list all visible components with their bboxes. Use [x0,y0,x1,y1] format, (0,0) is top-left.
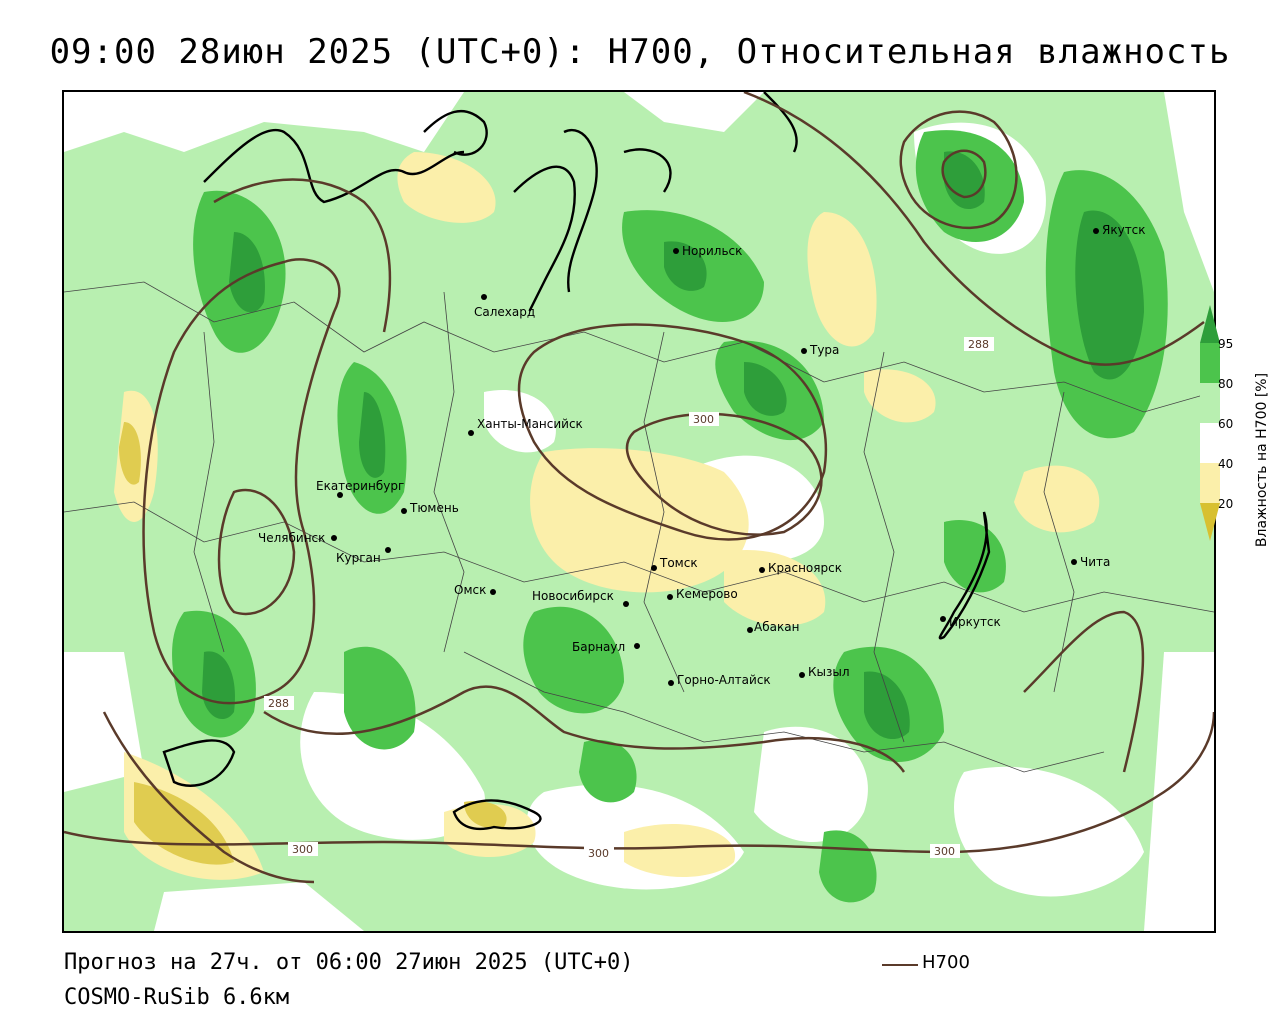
city-label: Екатеринбург [316,479,404,493]
colorbar-tick: 60 [1218,417,1233,431]
city-label: Тюмень [409,501,459,515]
humidity-map: 288 300 288 300 300 300 Норильск Якутск … [64,92,1214,931]
h700-contour-288-east [743,92,1205,366]
h700-contour-south-west [102,711,315,884]
city-dot [940,616,946,622]
city-dot [747,627,753,633]
h700-contour-288-inner [217,488,296,616]
admin-borders [64,281,1214,773]
city-dot [468,430,474,436]
model-name: COSMO-RuSib 6.6км [64,985,290,1010]
city-dot [331,535,337,541]
h700-legend-label: H700 [922,952,970,973]
city-label: Кызыл [808,665,850,679]
contour-label: 300 [292,843,313,856]
city-label: Барнаул [572,640,625,654]
city-dot [1071,559,1077,565]
colorbar-tick: 20 [1218,497,1233,511]
colorbar-swatch-80-95 [1200,343,1220,383]
colorbar-tick: 95 [1218,337,1233,351]
contour-label: 300 [693,413,714,426]
city-dot [1093,228,1099,234]
coastlines [162,92,991,831]
city-label: Новосибирск [532,589,614,603]
city-label: Норильск [682,244,742,258]
city-label: Курган [336,551,381,565]
city-label: Чита [1080,555,1110,569]
city-dot [651,565,657,571]
h700-contour-288-west [142,258,341,705]
h700-contour-300-center [517,323,828,541]
city-label: Ханты-Мансийск [477,417,583,431]
city-dot [634,643,640,649]
colorbar-swatch-20-40 [1200,463,1220,503]
city-dot [673,248,679,254]
city-label: Челябинск [258,531,325,545]
city-label: Тура [809,343,839,357]
city-label: Томск [659,556,698,570]
colorbar-swatch-60-80 [1200,383,1220,423]
contour-label: 300 [934,845,955,858]
city-label: Кемерово [676,587,738,601]
h700-contour-ne-small [941,149,987,199]
humidity-field-20-40 [114,152,1100,880]
city-dot [401,508,407,514]
city-dot [668,680,674,686]
city-label: Салехард [474,305,535,319]
colorbar-tick: 40 [1218,457,1233,471]
humidity-colorbar [1200,305,1220,541]
colorbar-swatch-below-20 [1200,503,1220,541]
contour-label: 288 [968,338,989,351]
h700-contour-mid [263,685,906,773]
colorbar-swatch-40-60 [1200,423,1220,463]
cities: Норильск Якутск Салехард Тура Ханты-Манс… [258,223,1146,687]
h700-legend-swatch [882,964,918,966]
contour-label: 288 [268,697,289,710]
city-dot [801,348,807,354]
forecast-info: Прогноз на 27ч. от 06:00 27июн 2025 (UTC… [64,950,634,975]
city-dot [759,567,765,573]
city-label: Горно-Алтайск [677,673,771,687]
city-dot [490,589,496,595]
colorbar-swatch-above-95 [1200,305,1220,343]
city-dot [481,294,487,300]
city-dot [337,492,343,498]
contour-labels: 288 300 288 300 300 300 [264,337,994,860]
city-dot [623,601,629,607]
colorbar-tick: 80 [1218,377,1233,391]
map-panel: 288 300 288 300 300 300 Норильск Якутск … [62,90,1216,933]
map-title: 09:00 28июн 2025 (UTC+0): H700, Относите… [49,32,1231,72]
city-label: Омск [454,583,486,597]
colorbar-ticks: 95 80 60 40 20 [1218,337,1233,511]
city-label: Иркутск [949,615,1001,629]
contour-label: 300 [588,847,609,860]
h700-contour-east [1023,610,1145,773]
h700-contour-north-west [213,178,392,333]
h700-contour-ne-ring [899,110,1018,230]
city-label: Абакан [754,620,799,634]
city-dot [799,672,805,678]
city-dot [385,547,391,553]
city-label: Красноярск [768,561,842,575]
city-dot [667,594,673,600]
h700-contour-300-inner [625,412,823,536]
colorbar-title: Влажность на H700 [%] [1254,372,1270,548]
city-label: Якутск [1102,223,1146,237]
